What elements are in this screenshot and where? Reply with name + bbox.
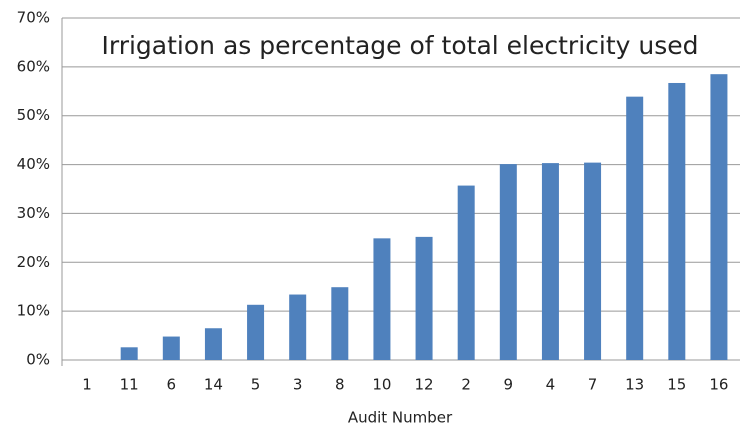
bar — [710, 74, 728, 360]
bar — [541, 163, 559, 360]
bar — [331, 287, 349, 360]
x-tick-label: 6 — [167, 376, 177, 394]
x-axis-label: Audit Number — [348, 409, 453, 427]
y-tick-label: 10% — [17, 302, 50, 320]
y-tick-label: 0% — [26, 351, 50, 369]
x-tick-label: 9 — [504, 376, 514, 394]
x-tick-label: 16 — [709, 376, 728, 394]
x-tick-label: 8 — [335, 376, 345, 394]
x-tick-label: 14 — [204, 376, 223, 394]
x-tick-label: 3 — [293, 376, 303, 394]
bar — [204, 328, 222, 360]
bar — [415, 236, 433, 360]
bar — [120, 347, 138, 360]
x-tick-label: 11 — [120, 376, 139, 394]
y-tick-label: 50% — [17, 106, 50, 124]
y-tick-label: 70% — [17, 9, 50, 27]
x-tick-label: 15 — [667, 376, 686, 394]
bar — [499, 164, 517, 360]
y-tick-label: 20% — [17, 253, 50, 271]
x-tick-label: 10 — [372, 376, 391, 394]
x-tick-label: 7 — [588, 376, 598, 394]
bar — [373, 238, 391, 360]
bar — [626, 96, 644, 360]
bar — [247, 304, 265, 360]
chart-title: Irrigation as percentage of total electr… — [101, 31, 698, 60]
y-tick-label: 60% — [17, 57, 50, 75]
x-tick-label: 2 — [461, 376, 471, 394]
x-tick-label: 4 — [546, 376, 556, 394]
x-tick-label: 13 — [625, 376, 644, 394]
y-tick-label: 30% — [17, 204, 50, 222]
x-tick-label: 12 — [415, 376, 434, 394]
bar — [289, 294, 307, 360]
bar — [668, 82, 686, 360]
bar — [457, 185, 475, 360]
bar — [162, 336, 180, 360]
y-tick-label: 40% — [17, 155, 50, 173]
bar — [584, 162, 602, 360]
x-tick-label: 1 — [82, 376, 92, 394]
x-tick-label: 5 — [251, 376, 261, 394]
